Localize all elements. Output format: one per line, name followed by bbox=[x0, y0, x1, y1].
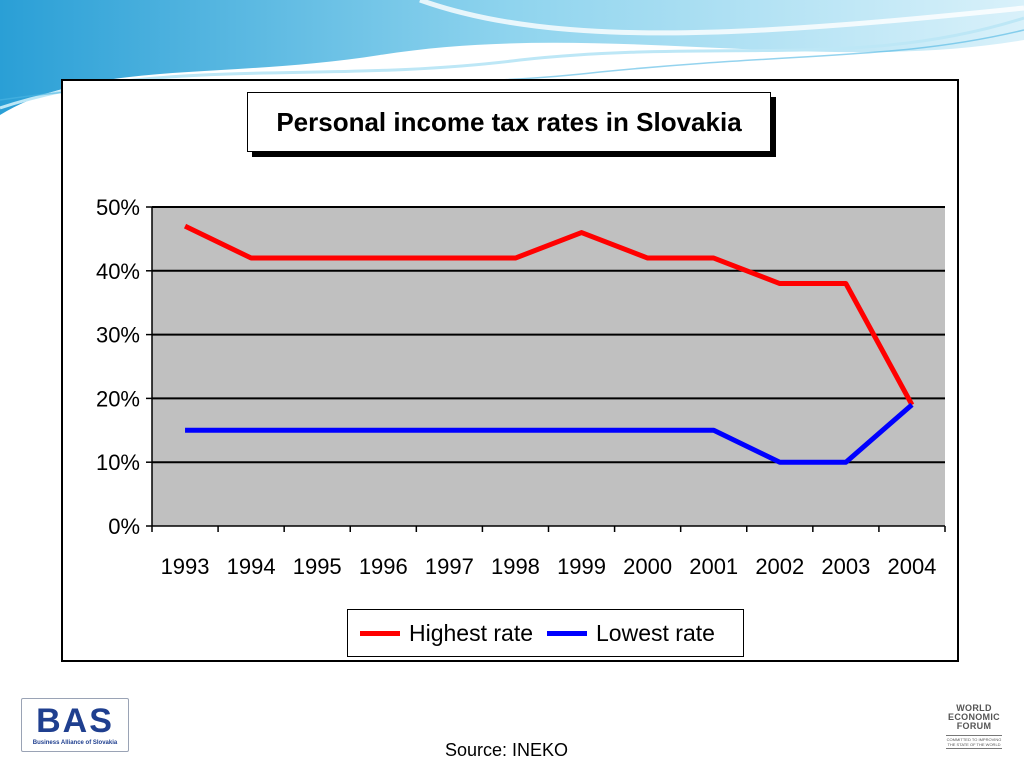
x-tick-label: 2002 bbox=[755, 554, 804, 579]
legend-label-lowest: Lowest rate bbox=[596, 619, 715, 646]
legend-item-lowest-rate: Lowest rate bbox=[547, 620, 715, 647]
legend-swatch-lowest bbox=[547, 630, 588, 636]
wef-logo: WORLD ECONOMIC FORUM COMMITTED TO IMPROV… bbox=[946, 704, 1002, 762]
legend-label-highest: Highest rate bbox=[409, 619, 534, 646]
series-line-lowest-rate bbox=[185, 402, 914, 465]
y-tick-label: 50% bbox=[96, 195, 140, 220]
x-tick-label: 1994 bbox=[227, 554, 276, 579]
x-tick-label: 1993 bbox=[161, 554, 210, 579]
wef-logo-line: WORLD bbox=[956, 703, 992, 713]
bas-logo: BAS Business Alliance of Slovakia bbox=[21, 698, 129, 752]
x-tick-label: 1996 bbox=[359, 554, 408, 579]
wef-logo-tagline: COMMITTED TO IMPROVING THE STATE OF THE … bbox=[946, 735, 1002, 749]
series-line-highest-rate bbox=[183, 223, 915, 406]
plot-area bbox=[152, 207, 945, 526]
x-tick-label: 2000 bbox=[623, 554, 672, 579]
x-tick-label: 1999 bbox=[557, 554, 606, 579]
x-tick-label: 1995 bbox=[293, 554, 342, 579]
legend-item-highest-rate: Highest rate bbox=[360, 620, 533, 647]
y-tick-label: 20% bbox=[96, 386, 140, 411]
y-tick-label: 10% bbox=[96, 450, 140, 475]
y-tick-label: 30% bbox=[96, 323, 140, 348]
bas-logo-letters: BAS bbox=[36, 702, 114, 740]
y-tick-label: 40% bbox=[96, 259, 140, 284]
wef-logo-line: FORUM bbox=[956, 721, 992, 731]
source-note: Source: INEKO bbox=[445, 740, 569, 760]
wef-logo-line: ECONOMIC bbox=[948, 712, 1000, 722]
x-tick-label: 2001 bbox=[689, 554, 738, 579]
x-tick-label: 1997 bbox=[425, 554, 474, 579]
x-tick-label: 2003 bbox=[821, 554, 870, 579]
bas-logo-subtitle: Business Alliance of Slovakia bbox=[32, 740, 118, 746]
x-tick-label: 1998 bbox=[491, 554, 540, 579]
decorative-banner bbox=[0, 0, 1024, 115]
legend-swatch-highest bbox=[360, 630, 400, 636]
chart-title: Personal income tax rates in Slovakia bbox=[247, 92, 771, 152]
chart-legend: Highest rate Lowest rate bbox=[347, 609, 744, 657]
x-tick-label: 2004 bbox=[887, 554, 936, 579]
y-tick-label: 0% bbox=[108, 514, 140, 539]
